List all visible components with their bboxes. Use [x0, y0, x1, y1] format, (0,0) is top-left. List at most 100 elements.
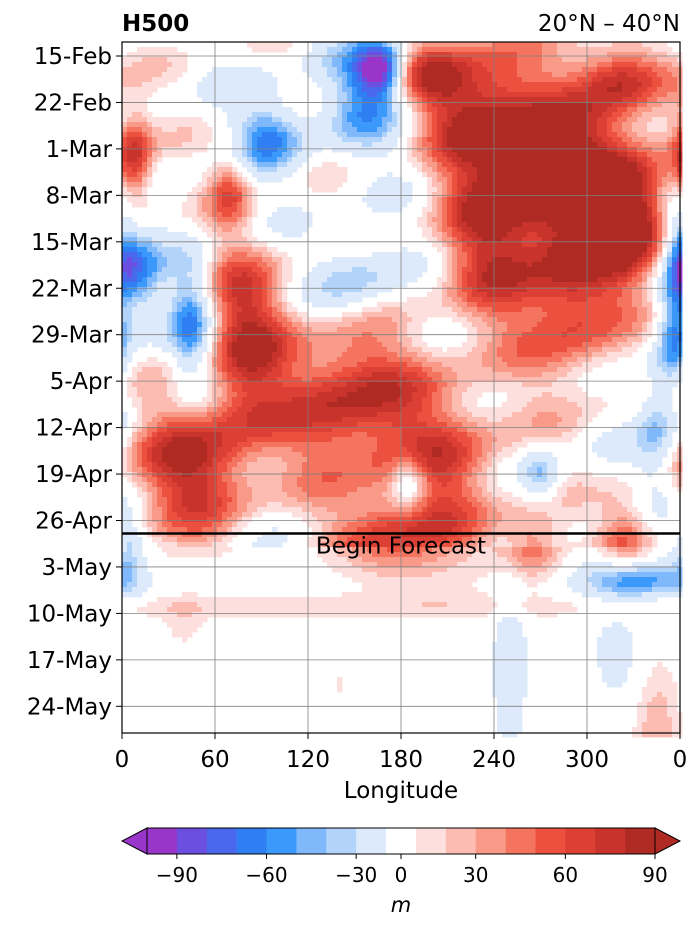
- heatmap-cell: [392, 82, 398, 88]
- heatmap-cell: [172, 232, 178, 238]
- heatmap-cell: [517, 197, 523, 203]
- heatmap-cell: [602, 267, 608, 273]
- heatmap-cell: [482, 312, 488, 318]
- heatmap-cell: [577, 287, 583, 293]
- heatmap-cell: [127, 82, 133, 88]
- heatmap-cell: [287, 122, 293, 128]
- heatmap-cell: [582, 142, 588, 148]
- heatmap-cell: [642, 127, 648, 133]
- heatmap-cell: [447, 172, 453, 178]
- heatmap-cell: [652, 152, 658, 158]
- heatmap-cell: [532, 112, 538, 118]
- heatmap-cell: [447, 217, 453, 223]
- heatmap-cell: [562, 62, 568, 68]
- heatmap-cell: [227, 302, 233, 308]
- heatmap-cell: [642, 192, 648, 198]
- heatmap-cell: [257, 142, 263, 148]
- heatmap-cell: [567, 232, 573, 238]
- heatmap-cell: [617, 272, 623, 278]
- heatmap-cell: [137, 202, 143, 208]
- heatmap-cell: [637, 212, 643, 218]
- heatmap-cell: [672, 162, 678, 168]
- heatmap-cell: [547, 152, 553, 158]
- heatmap-cell: [607, 52, 613, 58]
- heatmap-cell: [197, 252, 203, 258]
- heatmap-cell: [577, 162, 583, 168]
- heatmap-cell: [437, 177, 443, 183]
- heatmap-cell: [142, 137, 148, 143]
- heatmap-cell: [182, 137, 188, 143]
- heatmap-cell: [457, 67, 463, 73]
- heatmap-cell: [502, 162, 508, 168]
- heatmap-cell: [542, 282, 548, 288]
- heatmap-cell: [227, 197, 233, 203]
- heatmap-cell: [477, 72, 483, 78]
- heatmap-cell: [592, 102, 598, 108]
- heatmap-cell: [667, 122, 673, 128]
- heatmap-cell: [647, 52, 653, 58]
- heatmap-cell: [652, 167, 658, 173]
- heatmap-cell: [612, 282, 618, 288]
- heatmap-cell: [422, 67, 428, 73]
- heatmap-cell: [422, 87, 428, 93]
- heatmap-cell: [662, 52, 668, 58]
- heatmap-cell: [267, 167, 273, 173]
- heatmap-cell: [637, 237, 643, 243]
- heatmap-cell: [327, 72, 333, 78]
- heatmap-cell: [427, 297, 433, 303]
- heatmap-cell: [567, 122, 573, 128]
- heatmap-cell: [607, 297, 613, 303]
- heatmap-cell: [557, 52, 563, 58]
- heatmap-cell: [192, 237, 198, 243]
- heatmap-cell: [667, 67, 673, 73]
- heatmap-cell: [617, 112, 623, 118]
- heatmap-cell: [512, 212, 518, 218]
- heatmap-cell: [577, 52, 583, 58]
- heatmap-cell: [142, 167, 148, 173]
- heatmap-cell: [302, 142, 308, 148]
- heatmap-cell: [672, 107, 678, 113]
- heatmap-cell: [562, 307, 568, 313]
- heatmap-cell: [432, 137, 438, 143]
- heatmap-cell: [372, 52, 378, 58]
- heatmap-cell: [552, 302, 558, 308]
- heatmap-cell: [657, 67, 663, 73]
- heatmap-cell: [392, 267, 398, 273]
- heatmap-cell: [507, 87, 513, 93]
- heatmap-cell: [262, 302, 268, 308]
- heatmap-cell: [522, 237, 528, 243]
- heatmap-cell: [147, 307, 153, 313]
- heatmap-cell: [327, 122, 333, 128]
- heatmap-cell: [392, 62, 398, 68]
- heatmap-cell: [592, 152, 598, 158]
- heatmap-cell: [597, 177, 603, 183]
- heatmap-cell: [622, 132, 628, 138]
- heatmap-cell: [637, 127, 643, 133]
- heatmap-cell: [617, 62, 623, 68]
- heatmap-cell: [647, 197, 653, 203]
- heatmap-cell: [422, 162, 428, 168]
- heatmap-cell: [237, 117, 243, 123]
- heatmap-cell: [662, 272, 668, 278]
- heatmap-cell: [567, 212, 573, 218]
- heatmap-cell: [632, 147, 638, 153]
- heatmap-cell: [232, 132, 238, 138]
- heatmap-cell: [202, 202, 208, 208]
- heatmap-cell: [387, 147, 393, 153]
- heatmap-cell: [607, 157, 613, 163]
- heatmap-cell: [592, 212, 598, 218]
- heatmap-cell: [632, 307, 638, 313]
- heatmap-cell: [502, 312, 508, 318]
- heatmap-cell: [622, 222, 628, 228]
- heatmap-cell: [177, 287, 183, 293]
- heatmap-cell: [242, 127, 248, 133]
- heatmap-cell: [632, 67, 638, 73]
- heatmap-cell: [282, 302, 288, 308]
- heatmap-cell: [482, 117, 488, 123]
- heatmap-cell: [247, 312, 253, 318]
- heatmap-cell: [612, 122, 618, 128]
- heatmap-cell: [607, 107, 613, 113]
- heatmap-cell: [452, 72, 458, 78]
- heatmap-cell: [477, 77, 483, 83]
- heatmap-cell: [142, 102, 148, 108]
